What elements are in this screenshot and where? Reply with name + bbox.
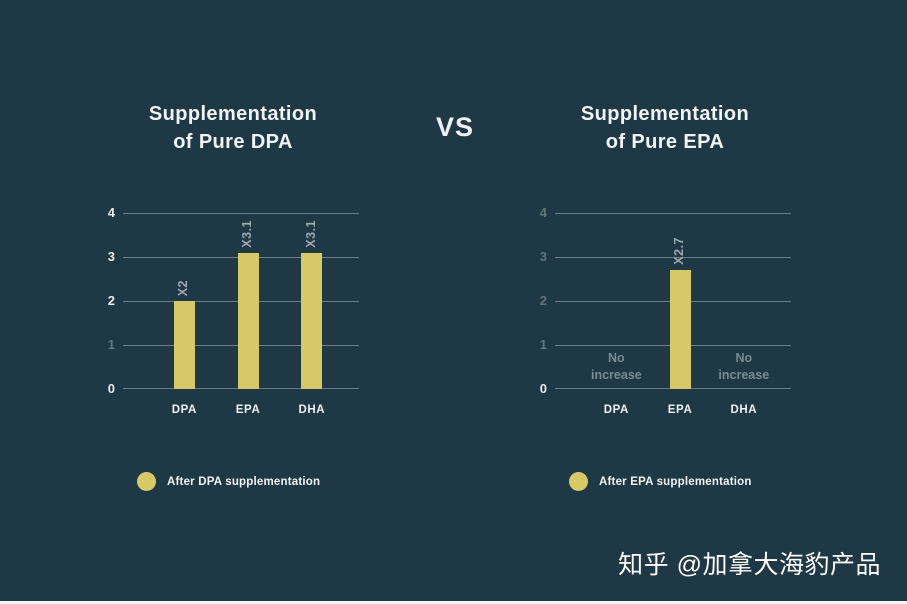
y-tick-label: 0 — [539, 381, 547, 396]
x-axis-label: DPA — [171, 404, 197, 416]
chart-title-dpa: Supplementation of Pure DPA — [148, 103, 318, 153]
no-increase-label: No increase — [718, 351, 770, 383]
chart-title-epa: Supplementation of Pure EPA — [580, 103, 750, 153]
chart-epa-supplementation: Supplementation of Pure EPA 0 1 2 3 4 DPA No i… — [497, 100, 833, 491]
y-tick-label: 2 — [539, 293, 547, 308]
bar-value-label: X2 — [176, 279, 191, 296]
chart-dpa-supplementation: Supplementation of Pure DPA 0 1 2 3 4 DPA X2 EP… — [65, 100, 401, 491]
y-tick-label: 4 — [107, 205, 115, 220]
bar-value-label: X3.1 — [303, 219, 318, 248]
legend-dpa: After DPA supplementation — [137, 472, 320, 491]
y-tick-label: 1 — [539, 337, 547, 352]
y-tick-label: 3 — [539, 249, 547, 264]
bar-value-label: X3.1 — [240, 219, 255, 248]
y-tick-label: 0 — [107, 381, 115, 396]
legend-label: After EPA supplementation — [599, 475, 752, 488]
bar — [301, 252, 323, 389]
x-axis-label: EPA — [235, 404, 261, 416]
legend-dot-icon — [569, 472, 588, 491]
x-axis-label: DPA — [603, 404, 629, 416]
bar — [173, 301, 195, 389]
gridline — [555, 213, 791, 214]
gridline — [555, 257, 791, 258]
vs-label: VS — [435, 112, 475, 142]
y-tick-label: 3 — [107, 249, 115, 264]
y-tick-label: 4 — [539, 205, 547, 220]
plot-area-dpa: 0 1 2 3 4 DPA X2 EPA X3.1 DHA X3.1 — [108, 205, 359, 416]
legend-dot-icon — [137, 472, 156, 491]
watermark-zhihu: 知乎 @加拿大海豹产品 — [618, 551, 881, 579]
legend-epa: After EPA supplementation — [569, 472, 752, 491]
legend-label: After DPA supplementation — [167, 475, 321, 488]
bar — [237, 252, 259, 389]
y-tick-label: 1 — [107, 337, 115, 352]
bottom-border — [0, 601, 907, 604]
x-axis-label: EPA — [667, 404, 693, 416]
gridline — [123, 213, 359, 214]
bar-value-label: X2.7 — [672, 237, 687, 266]
plot-area-epa: 0 1 2 3 4 DPA No increase EPA X2.7 DHA No increase — [540, 205, 791, 416]
no-increase-label: No increase — [590, 351, 642, 383]
bar — [669, 270, 691, 389]
y-tick-label: 2 — [107, 293, 115, 308]
x-axis-label: DHA — [298, 404, 326, 416]
x-axis-label: DHA — [730, 404, 758, 416]
